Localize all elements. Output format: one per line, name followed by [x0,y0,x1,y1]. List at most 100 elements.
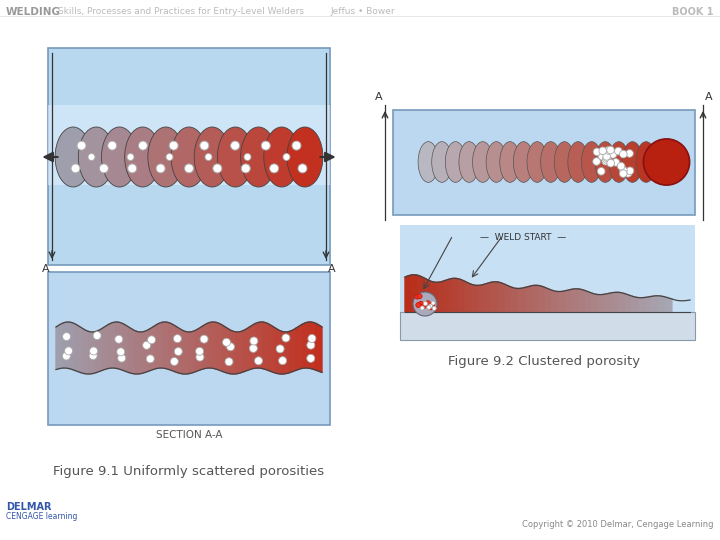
Circle shape [261,141,270,150]
Circle shape [93,332,101,340]
Circle shape [114,335,123,343]
Circle shape [148,336,156,344]
Circle shape [426,301,431,306]
Polygon shape [63,322,69,369]
Polygon shape [425,279,432,312]
Polygon shape [645,296,652,312]
Circle shape [279,356,287,365]
Circle shape [276,345,284,353]
Circle shape [413,292,437,316]
Ellipse shape [486,141,507,183]
Polygon shape [310,322,316,370]
Circle shape [77,141,86,150]
Polygon shape [665,297,672,312]
Polygon shape [276,328,283,374]
Polygon shape [230,329,236,374]
Polygon shape [56,323,63,369]
Circle shape [65,347,73,355]
Ellipse shape [125,127,161,187]
Ellipse shape [148,127,184,187]
Circle shape [415,302,420,308]
Polygon shape [289,328,296,373]
Polygon shape [249,323,256,369]
Polygon shape [302,322,310,368]
Polygon shape [498,282,505,312]
Polygon shape [438,280,445,312]
Circle shape [292,141,301,150]
Circle shape [146,355,154,363]
Circle shape [432,306,436,310]
Ellipse shape [608,141,629,183]
Text: A: A [705,92,713,102]
Bar [48,48,330,265]
Text: CENGAGE learning: CENGAGE learning [6,512,77,521]
Polygon shape [183,330,189,374]
Text: Copyright © 2010 Delmar, Cengage Learning: Copyright © 2010 Delmar, Cengage Learnin… [523,520,714,529]
Bar [48,272,330,425]
Circle shape [89,347,98,355]
Ellipse shape [217,127,253,187]
Polygon shape [451,278,459,312]
Ellipse shape [445,141,466,183]
Polygon shape [89,332,96,374]
Circle shape [241,164,251,173]
Circle shape [249,345,257,353]
Text: DELMAR: DELMAR [6,502,52,512]
Polygon shape [116,322,122,370]
Ellipse shape [194,127,230,187]
Circle shape [227,343,235,351]
Circle shape [599,147,606,154]
Ellipse shape [472,141,493,183]
Polygon shape [512,287,518,312]
Circle shape [88,153,95,160]
Circle shape [184,164,194,173]
Polygon shape [263,322,269,371]
Ellipse shape [554,141,575,183]
Circle shape [225,357,233,366]
Ellipse shape [240,127,276,187]
Circle shape [108,141,117,150]
Polygon shape [639,298,645,312]
Polygon shape [539,286,545,312]
Polygon shape [478,284,485,312]
Polygon shape [578,289,585,312]
Polygon shape [109,322,116,368]
Circle shape [174,335,181,342]
Polygon shape [572,289,578,312]
Circle shape [417,294,422,299]
Circle shape [200,141,209,150]
Ellipse shape [582,141,602,183]
Polygon shape [618,292,625,312]
Polygon shape [518,287,525,312]
Circle shape [213,164,222,173]
Polygon shape [412,275,418,312]
Circle shape [612,159,620,166]
Circle shape [607,159,615,167]
Polygon shape [122,323,130,373]
Polygon shape [652,296,659,312]
Circle shape [230,141,240,150]
Circle shape [626,167,634,174]
Polygon shape [163,322,169,369]
Text: A: A [42,264,50,274]
Circle shape [282,334,290,342]
Bar [400,225,695,340]
Circle shape [423,301,428,306]
Polygon shape [418,275,425,312]
Circle shape [117,354,126,362]
Ellipse shape [102,127,138,187]
Circle shape [620,166,627,174]
Polygon shape [552,290,559,312]
Text: Figure 9.2 Clustered porosity: Figure 9.2 Clustered porosity [448,355,640,368]
Text: A: A [375,92,383,102]
Polygon shape [169,323,176,372]
Circle shape [598,152,606,160]
Ellipse shape [527,141,547,183]
Text: SECTION A-A: SECTION A-A [156,430,222,440]
Polygon shape [189,330,196,374]
Circle shape [626,150,634,157]
Circle shape [607,146,614,154]
Text: A: A [328,264,336,274]
Polygon shape [269,325,276,373]
Ellipse shape [55,127,91,187]
